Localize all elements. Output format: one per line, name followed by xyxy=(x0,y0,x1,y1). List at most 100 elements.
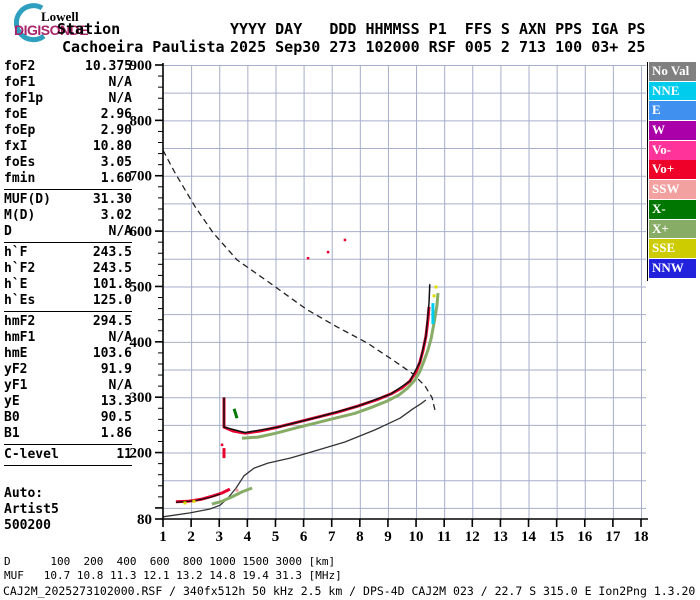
parameter-value: 2.96 xyxy=(100,107,132,122)
parameter-value: 1.60 xyxy=(100,171,132,186)
x-axis-label: 2 xyxy=(187,529,195,545)
logo-digisonde-label: DIGISONDE xyxy=(14,22,88,38)
parameter-value: 243.5 xyxy=(92,261,132,276)
parameter-row: foF1 N/A xyxy=(4,75,132,91)
series-artist-fit xyxy=(223,284,431,434)
series-transmission-curve-dashed xyxy=(162,149,436,411)
parameter-row: hmF2 294.5 xyxy=(4,314,132,330)
parameter-row: foF1p N/A xyxy=(4,91,132,107)
parameter-label: fxI xyxy=(4,139,28,154)
legend-label: Vo- xyxy=(652,141,672,157)
parameter-value: 101.8 xyxy=(92,277,132,292)
legend-label: NNW xyxy=(652,259,684,275)
legend-label: SSW xyxy=(652,181,680,197)
x-axis-label: 11 xyxy=(437,529,451,545)
legend-item-sse: SSE xyxy=(649,239,696,258)
x-axis-label: 7 xyxy=(328,529,336,545)
parameter-label: h`E xyxy=(4,277,28,292)
parameter-row: yF2 91.9 xyxy=(4,362,132,378)
series-yellow-dots xyxy=(432,294,436,298)
parameter-group: hmF2 294.5 hmF1 N/A hmE 103.6 yF2 91.9 yF1 N/A yE 1… xyxy=(4,314,132,445)
parameter-label: D xyxy=(4,224,12,239)
station-label: Station xyxy=(57,20,121,38)
parameter-row: C-level 11 xyxy=(4,447,132,463)
legend-label: SSE xyxy=(652,240,676,256)
series-yellow-dots xyxy=(434,285,438,289)
parameter-label: yF1 xyxy=(4,378,28,393)
parameter-row: MUF(D) 31.30 xyxy=(4,192,132,208)
legend-label: No Val xyxy=(652,63,690,78)
y-axis-label: 700 xyxy=(130,169,153,185)
legend-item-x-: X- xyxy=(649,199,696,219)
parameter-row: fxI 10.80 xyxy=(4,139,132,155)
parameter-label: h`F2 xyxy=(4,261,36,276)
parameter-label: foE xyxy=(4,107,28,122)
parameter-value: 2.90 xyxy=(100,123,132,138)
parameter-label: hmF2 xyxy=(4,314,36,329)
series-e-trace-green xyxy=(211,486,253,506)
parameter-value: 13.3 xyxy=(100,394,132,409)
series-electron-density-profile xyxy=(162,399,427,518)
x-axis-label: 9 xyxy=(384,529,392,545)
legend-label: E xyxy=(652,102,661,118)
series-spread-dots-red xyxy=(343,238,347,242)
series-spread-dots-red xyxy=(220,443,224,447)
parameter-label: B0 xyxy=(4,410,20,425)
parameter-label: yE xyxy=(4,394,20,409)
parameter-row: yE 13.3 xyxy=(4,394,132,410)
parameter-label: M(D) xyxy=(4,208,36,223)
series-salmon-dot xyxy=(235,488,239,492)
footer-info: CAJ2M_2025273102000.RSF / 340fx512h 50 k… xyxy=(3,584,696,598)
parameter-row: M(D) 3.02 xyxy=(4,208,132,224)
legend-item-nne: NNE xyxy=(649,81,696,101)
parameter-value: N/A xyxy=(108,224,132,239)
parameter-row: yF1 N/A xyxy=(4,378,132,394)
parameter-value: 90.5 xyxy=(100,410,132,425)
autoscaler-line: Auto: xyxy=(4,486,44,501)
series-yellow-dots xyxy=(192,499,196,503)
parameter-value: 3.05 xyxy=(100,155,132,170)
parameter-label: fmin xyxy=(4,171,36,186)
parameter-row: h`Es 125.0 xyxy=(4,293,132,309)
parameter-value: 11 xyxy=(116,447,132,462)
parameter-row: foEs 3.05 xyxy=(4,155,132,171)
legend-item-e: E xyxy=(649,101,696,121)
parameter-label: foF1p xyxy=(4,91,44,106)
series-spread-dots-red xyxy=(326,250,330,254)
parameter-label: foEs xyxy=(4,155,36,170)
header-values: 2025 Sep30 273 102000 RSF 005 2 713 100 … xyxy=(230,38,646,56)
logo-lowell-label: Lowell xyxy=(41,9,79,24)
parameter-label: hmE xyxy=(4,346,28,361)
parameter-value: N/A xyxy=(108,75,132,90)
x-axis-label: 10 xyxy=(409,529,424,545)
x-axis-label: 17 xyxy=(605,529,621,545)
x-axis-label: 16 xyxy=(577,529,593,545)
series-spread-dots-red xyxy=(306,256,310,260)
parameter-value: 103.6 xyxy=(92,346,132,361)
x-axis-label: 4 xyxy=(244,529,252,545)
parameter-value: 243.5 xyxy=(92,245,132,260)
parameter-value: 31.30 xyxy=(92,192,132,207)
x-axis-label: 12 xyxy=(465,529,480,545)
y-axis-label: 300 xyxy=(130,390,153,406)
y-axis-label: 200 xyxy=(130,446,153,462)
autoscaler-line: Artist5 xyxy=(4,502,59,517)
parameter-row: B0 90.5 xyxy=(4,410,132,426)
x-axis-label: 14 xyxy=(521,529,537,545)
parameter-row: D N/A xyxy=(4,224,132,240)
legend-item-x+: X+ xyxy=(649,219,696,239)
legend-label: Vo+ xyxy=(652,161,675,177)
legend-label: W xyxy=(652,122,665,138)
parameter-group: foF2 10.375 foF1 N/A foF1p N/A foE 2.96 foEp 2.90… xyxy=(4,59,132,190)
legend-border xyxy=(647,62,648,281)
legend-item-w: W xyxy=(649,121,696,140)
legend-item-vo-: Vo- xyxy=(649,140,696,160)
parameter-group: h`F 243.5 h`F2 243.5 h`E 101.8 h`Es 125.0 xyxy=(4,245,132,312)
x-axis-label: 1 xyxy=(159,529,167,545)
series-x-trace xyxy=(241,292,440,440)
x-axis-label: 8 xyxy=(356,529,364,545)
y-axis-label: 900 xyxy=(130,58,153,74)
parameter-label: yF2 xyxy=(4,362,28,377)
